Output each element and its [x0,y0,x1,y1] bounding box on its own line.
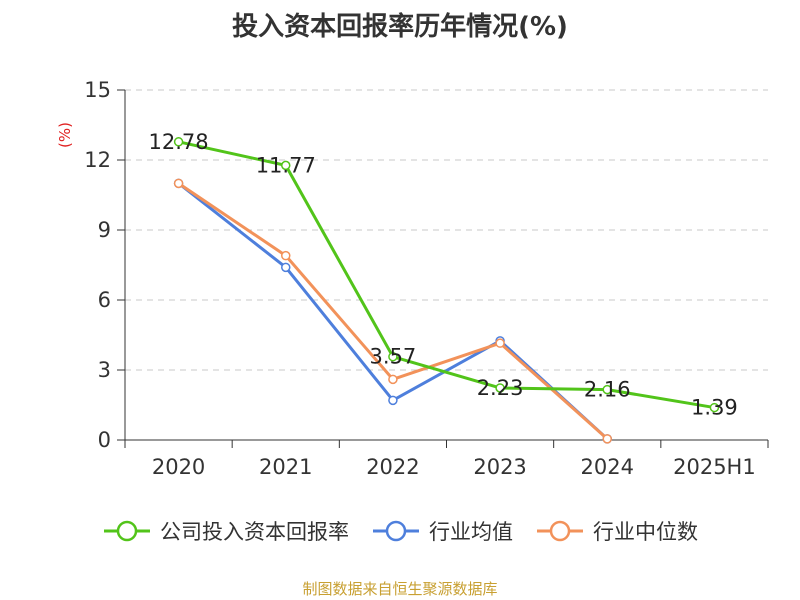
label-layer: 12.78 11.77 3.57 2.23 2.16 1.39 [149,130,738,420]
data-point [709,402,720,413]
y-tick-label: 15 [84,78,111,102]
legend-line-circle-icon [373,520,419,542]
chart-title: 投入资本回报率历年情况(%) [232,12,568,42]
x-tick-label: 2023 [473,455,526,479]
data-point [602,434,612,444]
y-tick-label: 3 [98,358,111,382]
data-label: 2.16 [584,378,631,402]
legend-label-company: 公司投入资本回报率 [160,520,349,544]
y-tick-label: 9 [98,218,111,242]
grid-layer [125,89,768,371]
x-tick-label: 2022 [366,455,419,479]
axis-layer: 0 3 6 9 12 15 2020 2021 2022 2023 2024 2025H1 [84,78,769,479]
x-tick-label: 2020 [152,455,205,479]
legend: 公司投入资本回报率 行业均值 行业中位数 [0,516,800,546]
data-label: 3.57 [370,345,417,369]
x-tick-label: 2024 [581,455,634,479]
data-point [495,338,505,348]
series-line [178,140,715,410]
legend-line-circle-icon [537,520,583,542]
legend-item-company[interactable]: 公司投入资本回报率 [102,516,349,546]
data-point [602,384,612,395]
legend-label-industry-median: 行业中位数 [593,520,698,544]
x-tick-label: 2025H1 [673,455,756,479]
data-label: 11.77 [256,153,316,177]
data-point [495,383,505,393]
y-tick-label: 6 [98,288,111,312]
data-label: 1.39 [691,396,738,420]
data-point [281,160,291,171]
x-tick-label: 2021 [259,455,312,479]
legend-item-industry-median[interactable]: 行业中位数 [535,516,698,546]
legend-circle [385,520,407,542]
legend-label-industry-average: 行业均值 [429,520,513,544]
legend-line-circle-icon [104,520,150,542]
legend-circle [549,520,571,542]
y-tick-label: 12 [84,148,111,172]
data-point [388,351,398,362]
legend-circle [116,520,138,542]
data-point [281,250,291,261]
series-layer [173,137,720,444]
data-label: 2.23 [477,376,524,400]
data-source-note: 制图数据来自恒生聚源数据库 [302,580,498,598]
y-tick-label: 0 [98,428,111,452]
data-point [173,137,184,147]
data-point [388,395,398,406]
data-point [281,262,291,273]
data-label: 12.78 [149,130,209,154]
legend-item-industry-average[interactable]: 行业均值 [371,516,513,546]
data-point [173,178,184,189]
data-point [388,374,398,385]
